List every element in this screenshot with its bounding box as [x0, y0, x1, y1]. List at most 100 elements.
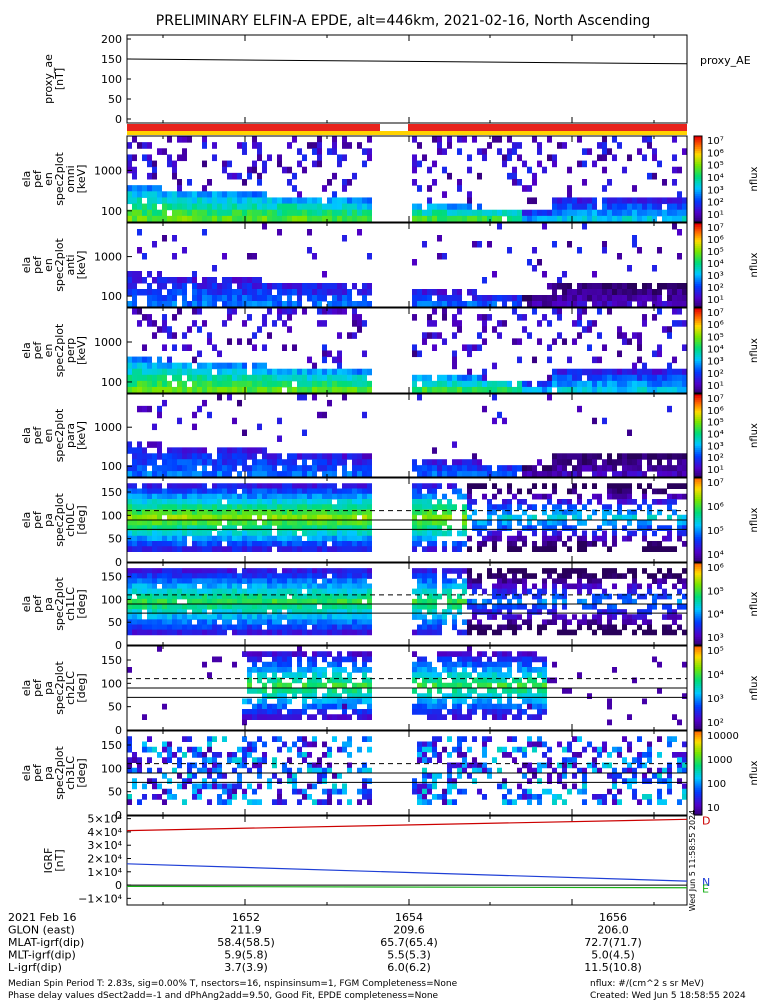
pa-ch0-cell	[132, 546, 137, 552]
en-anti-cell	[152, 241, 157, 248]
pa-ch2-cell	[452, 714, 457, 720]
en-para-cell	[492, 394, 497, 401]
pa-ch1-cell	[312, 578, 317, 584]
pa-ch1-cell	[572, 629, 577, 636]
en-omni-cell	[152, 215, 157, 223]
en-omni-cell	[417, 203, 422, 211]
pa-ch1-cell	[262, 573, 267, 579]
pa-ch2-cell	[127, 667, 132, 673]
en-para-cell	[132, 471, 137, 478]
en-anti-cell	[677, 301, 682, 308]
pa-ch1-cell	[292, 604, 297, 610]
pa-ch1-cell	[232, 573, 237, 579]
en-anti-cell	[677, 253, 682, 260]
pa-ch0-colorbar-swatch	[694, 496, 702, 500]
pa-ch1-cell	[177, 588, 182, 595]
pa-ch1-cell	[437, 624, 442, 631]
pa-ch0-ytick-label: 0	[115, 556, 122, 569]
pa-ch0-cell	[447, 530, 452, 537]
en-omni-cell	[202, 160, 207, 168]
pa-ch1-cell	[642, 568, 647, 574]
pa-ch1-cell	[182, 624, 187, 631]
en-omni-cell	[672, 166, 677, 174]
pa-ch1-cell	[177, 573, 182, 579]
pa-ch0-cell	[567, 509, 572, 516]
pa-ch2-cell	[257, 667, 262, 673]
en-omni-cell	[462, 136, 467, 143]
en-anti-cell	[242, 277, 247, 284]
pa-ch1-cell	[172, 609, 177, 615]
en-anti-cell	[557, 277, 562, 284]
pa-ch0-cell	[212, 488, 217, 495]
en-omni-cell	[327, 215, 332, 223]
pa-ch1-cell	[202, 583, 207, 590]
pa-ch2-cell	[467, 656, 472, 663]
en-omni-ylabel-line: ela	[20, 171, 33, 188]
pa-ch0-cell	[572, 525, 577, 531]
pa-ch0-cell	[617, 509, 622, 516]
en-omni-colorbar-swatch	[694, 157, 702, 161]
pa-ch1-cell	[547, 573, 552, 579]
en-anti-cell	[592, 289, 597, 296]
en-omni-cell	[432, 136, 437, 143]
en-anti-cell	[567, 295, 572, 302]
en-omni-cell	[197, 209, 202, 217]
pa-ch1-colorbar-swatch	[694, 597, 702, 601]
pa-ch0-cell	[242, 504, 247, 510]
en-anti-ylabel-line: spec2plot	[53, 238, 66, 292]
en-perp-cell	[327, 386, 332, 394]
en-anti-cell	[552, 283, 557, 290]
en-perp-cell	[547, 386, 552, 394]
en-anti-cell	[537, 295, 542, 302]
en-para-cell	[272, 471, 277, 478]
en-anti-cell	[207, 289, 212, 296]
en-para-cell	[272, 459, 277, 466]
en-anti-cell	[672, 301, 677, 308]
en-para-cell	[667, 453, 672, 460]
pa-ch0-cell	[242, 483, 247, 489]
pa-ch1-cell	[427, 629, 432, 636]
pa-ch1-cell	[417, 614, 422, 620]
en-omni-cell	[207, 215, 212, 223]
en-anti-cell	[287, 283, 292, 290]
en-perp-cell	[367, 368, 372, 376]
en-anti-cell	[527, 301, 532, 308]
pa-ch1-cell	[162, 578, 167, 584]
en-anti-cell	[647, 289, 652, 296]
en-perp-colorbar-swatch	[694, 356, 702, 360]
en-anti-cell	[142, 277, 147, 284]
en-anti-colorbar-swatch	[694, 244, 702, 247]
en-omni-cell	[657, 197, 662, 205]
pa-ch0-cell	[412, 493, 417, 500]
en-perp-cell	[477, 314, 482, 321]
pa-ch1-cell	[542, 583, 547, 590]
pa-ch2-cell	[342, 656, 347, 663]
pa-ch0-cell	[427, 520, 432, 526]
pa-ch0-cell	[287, 499, 292, 505]
pa-ch2-cell	[367, 703, 372, 710]
en-para-cell	[212, 465, 217, 472]
en-anti-cell	[577, 247, 582, 254]
en-anti-cell	[212, 277, 217, 284]
en-omni-cell	[537, 215, 542, 223]
en-perp-cell	[432, 380, 437, 388]
pa-ch1-cell	[227, 573, 232, 579]
pa-ch2-cell	[332, 688, 337, 694]
en-omni-cell	[177, 136, 182, 143]
en-perp-colorbar-tick: 10³	[707, 357, 724, 368]
pa-ch0-cell	[432, 493, 437, 500]
en-perp-cell	[137, 356, 142, 364]
pa-ch0-cell	[342, 541, 347, 547]
pa-ch2-cell	[262, 651, 267, 657]
pa-ch0-cell	[347, 546, 352, 552]
en-anti-cell	[602, 247, 607, 254]
pa-ch0-cell	[262, 488, 267, 495]
pa-ch1-cell	[302, 598, 307, 605]
pa-ch1-cell	[352, 588, 357, 595]
pa-ch0-cell	[337, 509, 342, 516]
pa-ch1-cell	[492, 573, 497, 579]
en-perp-cell	[427, 374, 432, 382]
pa-ch0-cell	[367, 499, 372, 505]
en-para-cell	[232, 465, 237, 472]
en-anti-cell	[612, 301, 617, 308]
